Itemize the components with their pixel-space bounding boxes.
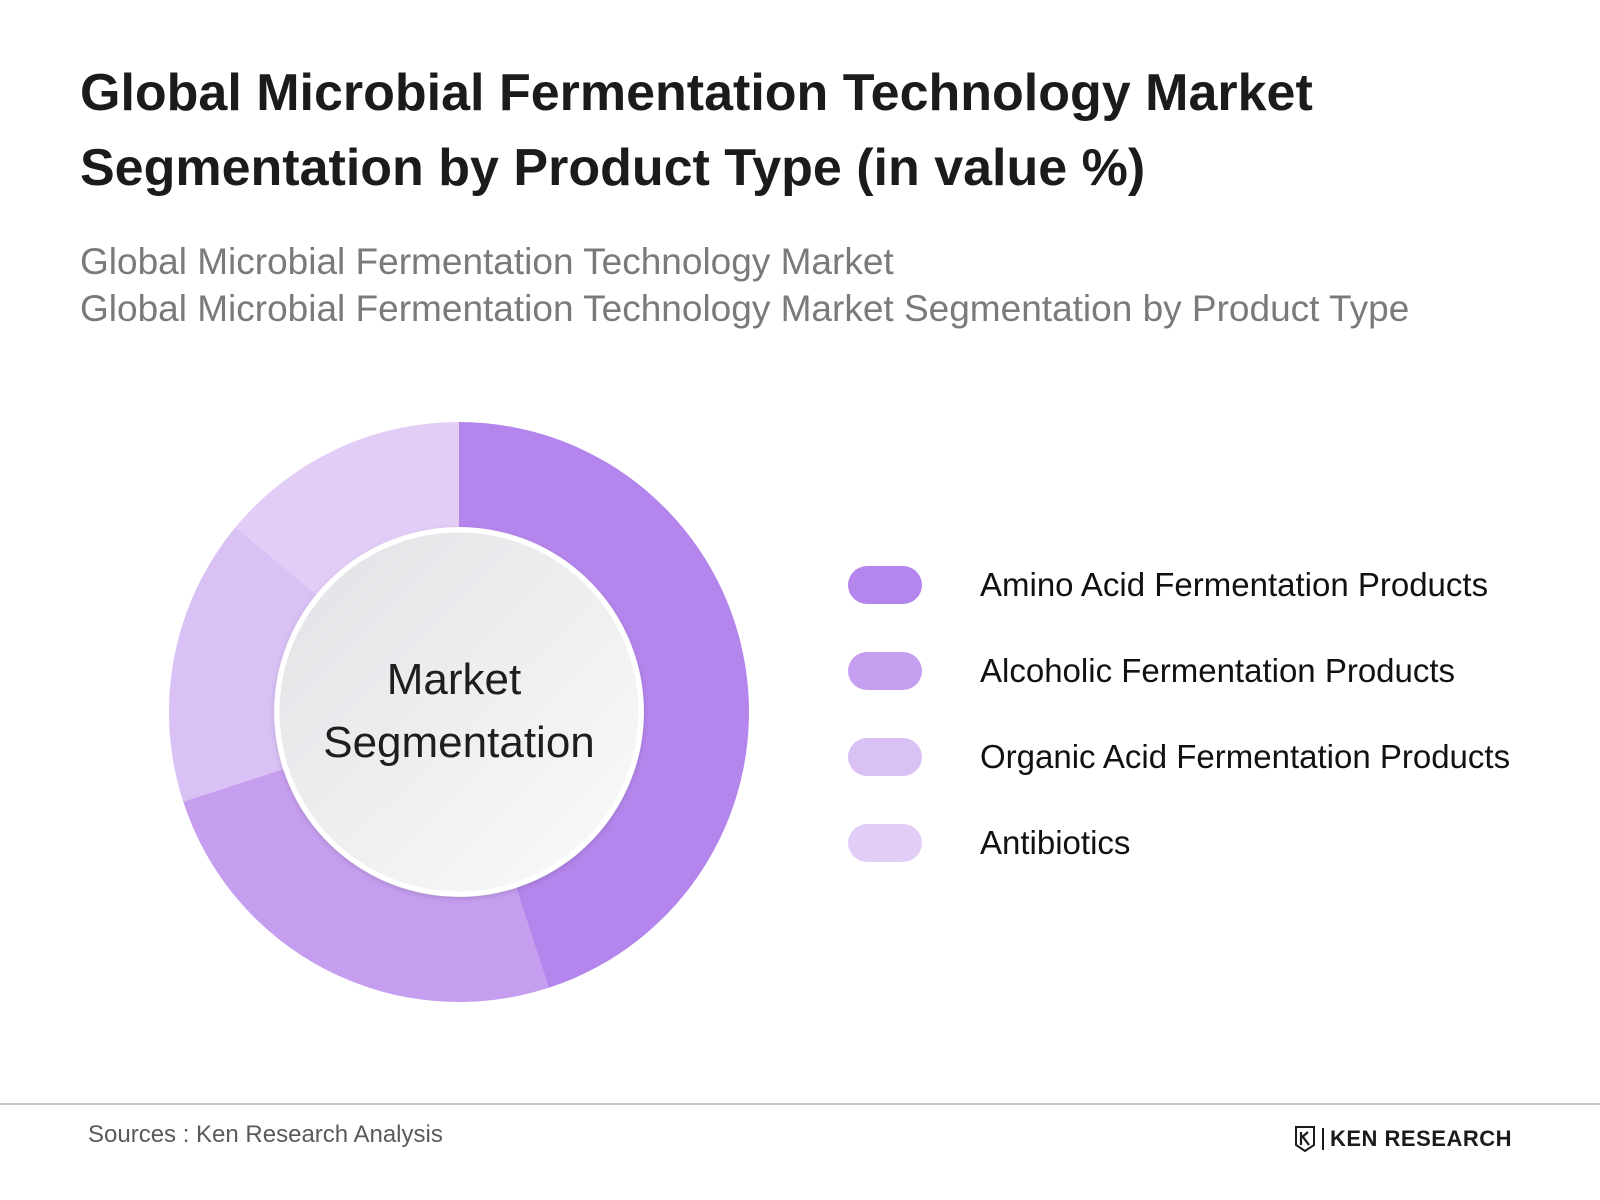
legend-swatch	[848, 824, 922, 862]
center-label-line-2: Segmentation	[323, 718, 595, 767]
legend-swatch	[848, 738, 922, 776]
donut-slice-4	[235, 422, 459, 595]
source-note: Sources : Ken Research Analysis	[88, 1121, 443, 1148]
donut-slices	[169, 422, 749, 1002]
page-title: Global Microbial Fermentation Technology…	[80, 64, 1313, 197]
center-label-line-1: Market	[387, 655, 521, 704]
brand-separator	[1321, 1128, 1324, 1150]
footer-divider	[0, 1103, 1600, 1105]
ken-research-logo-icon	[1294, 1126, 1315, 1152]
donut-chart: Market Segmentation	[169, 422, 749, 1002]
legend-label: Alcoholic Fermentation Products	[980, 652, 1456, 689]
subtitle: Global Microbial Fermentation Technology…	[80, 238, 1560, 332]
brand-logo: KEN RESEARCH	[1294, 1124, 1512, 1154]
donut-slice-3	[169, 527, 317, 802]
legend-label: Amino Acid Fermentation Products	[980, 566, 1489, 603]
subtitle-line-2: Global Microbial Fermentation Technology…	[80, 288, 1410, 329]
legend-swatch	[848, 652, 922, 690]
donut-center	[274, 527, 644, 897]
legend-label: Organic Acid Fermentation Products	[980, 738, 1511, 775]
donut-slice-2	[183, 769, 549, 1002]
legend-label: Antibiotics	[980, 824, 1131, 861]
subtitle-line-1: Global Microbial Fermentation Technology…	[80, 241, 894, 282]
brand-name: KEN RESEARCH	[1329, 1126, 1512, 1151]
donut-slice-1	[459, 422, 749, 988]
legend-swatch	[848, 566, 922, 604]
